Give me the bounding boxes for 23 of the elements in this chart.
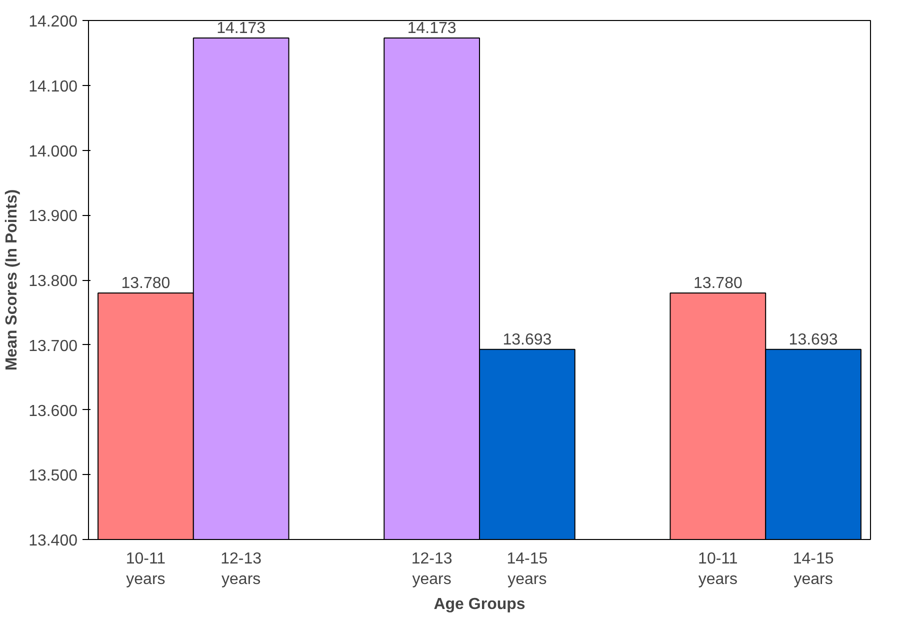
data-label: 14.173	[407, 20, 456, 38]
y-tick-label: 13.800	[28, 273, 78, 290]
data-label: 13.780	[121, 274, 170, 292]
x-tick-label: 10-11 years	[126, 550, 166, 588]
y-tick-label: 14.200	[28, 14, 78, 30]
data-label: 13.693	[788, 331, 838, 348]
y-tick-label: 13.700	[28, 338, 78, 355]
x-tick-label: 12-13 years	[220, 550, 262, 588]
x-tick-label: 12-13 years	[411, 550, 452, 588]
x-tick-label: 14-15 years	[506, 550, 548, 588]
x-axis-title: Age Groups	[434, 596, 526, 613]
y-axis-title: Mean Scores (In Points)	[4, 189, 21, 371]
y-tick-label: 14.000	[28, 143, 78, 160]
x-tick-label: 10-11 years	[698, 550, 738, 588]
y-tick-label: 13.900	[28, 208, 78, 226]
y-tick-label: 13.500	[28, 468, 78, 485]
data-label: 13.693	[502, 331, 552, 348]
y-tick-label: 14.100	[28, 78, 78, 96]
data-label: 13.780	[693, 274, 742, 292]
x-tick-label: 14-15 years	[792, 550, 834, 588]
y-tick-label: 13.400	[28, 532, 78, 550]
data-label: 14.173	[216, 20, 266, 38]
y-tick-label: 13.600	[28, 402, 78, 420]
